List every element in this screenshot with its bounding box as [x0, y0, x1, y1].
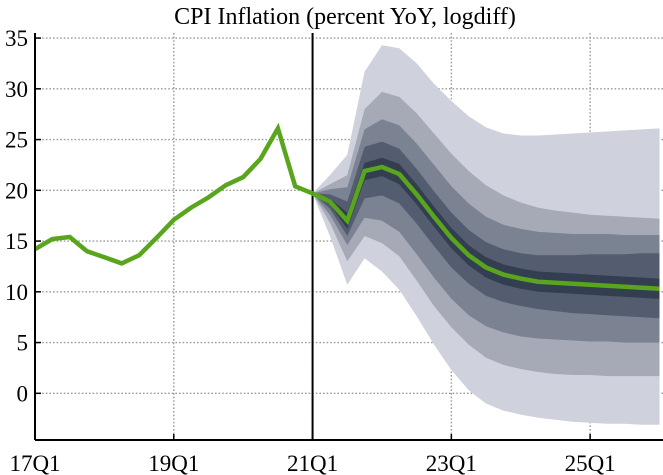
axes — [34, 33, 663, 441]
y-tick-label-30: 30 — [5, 77, 28, 102]
history-line — [33, 122, 314, 266]
x-tick-label-17Q1: 17Q1 — [9, 451, 60, 475]
y-tick-label-10: 10 — [5, 280, 28, 305]
y-tick-label-20: 20 — [5, 178, 28, 203]
y-tick-labels: 0 5 10 15 20 25 30 35 — [5, 26, 28, 406]
x-tick-label-25Q1: 25Q1 — [565, 451, 616, 475]
x-tick-label-21Q1: 21Q1 — [287, 451, 338, 475]
chart-title: CPI Inflation (percent YoY, logdiff) — [174, 4, 516, 30]
y-tick-label-5: 5 — [17, 331, 29, 356]
y-tick-label-35: 35 — [5, 26, 28, 51]
y-tick-label-25: 25 — [5, 128, 28, 153]
x-tick-label-19Q1: 19Q1 — [148, 451, 199, 475]
forecast-bands — [312, 45, 660, 425]
x-tick-label-23Q1: 23Q1 — [426, 451, 477, 475]
inflation-lines — [33, 122, 660, 292]
x-tick-labels: 17Q1 19Q1 21Q1 23Q1 25Q1 — [9, 451, 615, 475]
y-tick-label-15: 15 — [5, 229, 28, 254]
y-tick-label-0: 0 — [17, 381, 29, 406]
median-forecast-line — [311, 164, 660, 292]
